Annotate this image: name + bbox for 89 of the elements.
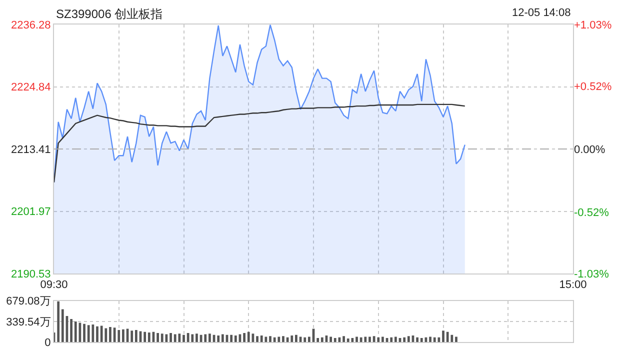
bar bbox=[273, 337, 276, 342]
y-tick-label: 2236.28 bbox=[11, 19, 51, 32]
bar bbox=[438, 337, 440, 342]
bar bbox=[360, 337, 362, 342]
chart-title: SZ399006 创业板指 bbox=[56, 7, 163, 21]
bar bbox=[269, 336, 272, 342]
bar bbox=[308, 336, 310, 342]
bar bbox=[217, 336, 220, 342]
bar bbox=[295, 334, 298, 342]
y-tick-label: 2190.53 bbox=[11, 268, 51, 281]
bar bbox=[74, 321, 77, 342]
bar bbox=[104, 328, 108, 342]
bar bbox=[182, 334, 185, 342]
y-tick-label: 339.54万 bbox=[6, 316, 51, 328]
y-tick-label: 0 bbox=[44, 337, 51, 350]
bar bbox=[264, 336, 268, 342]
text: 12-05 14:08 bbox=[512, 7, 571, 19]
bar bbox=[118, 330, 120, 342]
x-tick-label: 09:30 bbox=[40, 278, 68, 291]
bar bbox=[429, 336, 432, 342]
y2-tick-label: +1.03% bbox=[574, 19, 612, 32]
bar bbox=[96, 326, 98, 342]
bar bbox=[130, 330, 134, 342]
bar bbox=[407, 336, 410, 342]
bar bbox=[87, 325, 90, 342]
x-tick-label: 15:00 bbox=[559, 278, 587, 291]
bar bbox=[170, 333, 172, 342]
y-tick-label: 679.08万 bbox=[6, 296, 51, 308]
bar bbox=[364, 336, 367, 342]
bar bbox=[247, 332, 250, 342]
bar bbox=[234, 336, 237, 342]
bar bbox=[208, 334, 211, 342]
y2-tick-label: -1.03% bbox=[574, 268, 610, 281]
bar bbox=[230, 334, 233, 342]
bar bbox=[382, 336, 384, 342]
bar bbox=[446, 332, 449, 342]
bar bbox=[83, 324, 86, 342]
bar bbox=[221, 334, 224, 342]
bar bbox=[109, 326, 112, 342]
bar bbox=[57, 301, 60, 342]
bar bbox=[204, 334, 207, 342]
bar bbox=[243, 333, 246, 342]
bar bbox=[191, 334, 194, 342]
bar bbox=[450, 334, 454, 342]
bar bbox=[368, 336, 371, 342]
bar bbox=[186, 333, 190, 342]
bar bbox=[346, 338, 350, 342]
y-tick-label: 2224.84 bbox=[11, 82, 51, 94]
bar bbox=[290, 336, 294, 342]
bar bbox=[156, 333, 159, 342]
bar bbox=[260, 336, 263, 342]
bar bbox=[148, 332, 150, 342]
bar bbox=[144, 332, 146, 342]
bar bbox=[100, 326, 103, 342]
bar bbox=[196, 334, 198, 342]
y2-tick-label: 0.00% bbox=[574, 144, 606, 156]
bar bbox=[351, 338, 354, 342]
bar bbox=[316, 338, 320, 342]
bar bbox=[278, 336, 280, 342]
bar bbox=[178, 334, 181, 342]
bar bbox=[282, 336, 284, 342]
bar bbox=[134, 330, 138, 342]
bar bbox=[377, 337, 380, 342]
bar bbox=[160, 334, 164, 342]
bar bbox=[442, 330, 444, 342]
bar bbox=[320, 337, 324, 342]
bar bbox=[122, 329, 124, 342]
bar bbox=[174, 334, 176, 342]
y-tick-label: 2213.41 bbox=[11, 144, 51, 156]
y2-tick-label: +0.52% bbox=[574, 81, 612, 94]
bar bbox=[92, 324, 94, 342]
bar bbox=[70, 319, 72, 342]
bar bbox=[334, 338, 336, 342]
bar bbox=[256, 336, 258, 342]
bar bbox=[61, 309, 64, 342]
y2-tick-label: -0.52% bbox=[574, 206, 610, 219]
bar bbox=[394, 336, 397, 342]
bar bbox=[416, 337, 418, 342]
bar bbox=[403, 337, 406, 342]
bar bbox=[455, 336, 458, 342]
bar bbox=[433, 337, 436, 342]
bar bbox=[304, 337, 306, 342]
bar bbox=[330, 336, 332, 342]
bar bbox=[342, 336, 345, 342]
bar bbox=[420, 338, 423, 342]
y-tick-label: 2201.97 bbox=[11, 206, 51, 218]
bar bbox=[356, 336, 358, 342]
line-series bbox=[54, 104, 466, 183]
bar bbox=[390, 337, 393, 342]
